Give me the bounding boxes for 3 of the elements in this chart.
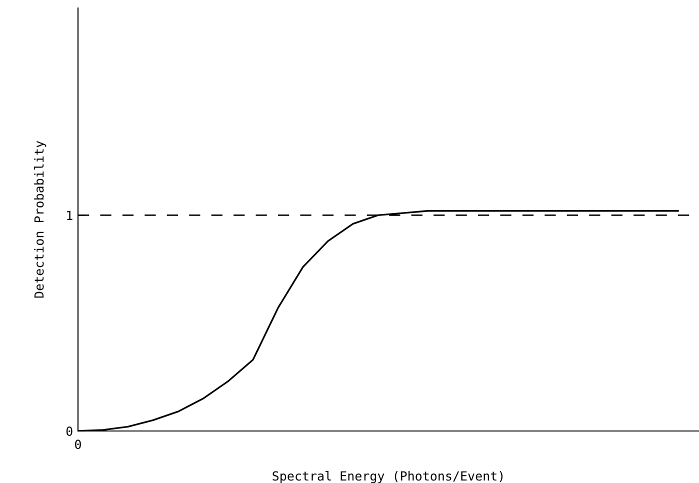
x-axis-title: Spectral Energy (Photons/Event) (272, 470, 503, 483)
y-tick-label: 1 (67, 210, 72, 220)
y-axis-title: Detection Probability (34, 140, 46, 298)
